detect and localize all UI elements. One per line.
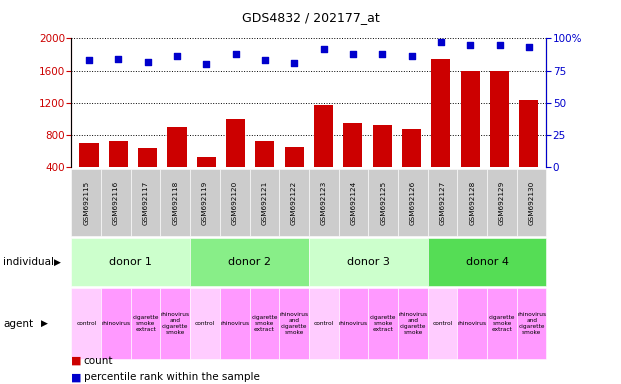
Point [465, 42, 475, 48]
Bar [138, 148, 157, 199]
Text: cigarette
smoke
extract: cigarette smoke extract [132, 315, 159, 332]
Point [348, 51, 358, 57]
Bar [109, 141, 128, 199]
Point [319, 46, 329, 52]
Text: GSM692127: GSM692127 [440, 180, 445, 225]
Text: GSM692116: GSM692116 [113, 180, 119, 225]
Text: GSM692121: GSM692121 [261, 180, 268, 225]
Text: rhinovirus
and
cigarette
smoke: rhinovirus and cigarette smoke [279, 312, 309, 335]
Text: control: control [432, 321, 453, 326]
Text: donor 1: donor 1 [109, 257, 152, 267]
Bar [432, 58, 450, 199]
Text: percentile rank within the sample: percentile rank within the sample [84, 372, 260, 382]
Point [84, 57, 94, 63]
Bar [343, 123, 363, 199]
Point [230, 51, 240, 57]
Text: donor 3: donor 3 [347, 257, 390, 267]
Text: count: count [84, 356, 114, 366]
Text: ■: ■ [71, 372, 82, 382]
Text: GSM692120: GSM692120 [232, 180, 238, 225]
Point [378, 51, 388, 57]
Bar [226, 119, 245, 199]
Text: rhinovirus
and
cigarette
smoke: rhinovirus and cigarette smoke [161, 312, 190, 335]
Text: ▶: ▶ [54, 258, 61, 266]
Bar [79, 143, 99, 199]
Bar [285, 147, 304, 199]
Text: ▶: ▶ [41, 319, 48, 328]
Bar [461, 71, 480, 199]
Bar [373, 125, 392, 199]
Text: GSM692119: GSM692119 [202, 180, 208, 225]
Text: GSM692123: GSM692123 [321, 180, 327, 225]
Text: agent: agent [3, 318, 34, 329]
Point [289, 60, 299, 66]
Text: individual: individual [3, 257, 54, 267]
Text: control: control [195, 321, 215, 326]
Text: rhinovirus
and
cigarette
smoke: rhinovirus and cigarette smoke [398, 312, 427, 335]
Text: ■: ■ [71, 356, 82, 366]
Bar [490, 71, 509, 199]
Text: GSM692125: GSM692125 [380, 180, 386, 225]
Text: donor 2: donor 2 [228, 257, 271, 267]
Text: GDS4832 / 202177_at: GDS4832 / 202177_at [242, 12, 379, 25]
Text: control: control [76, 321, 96, 326]
Point [114, 56, 124, 62]
Text: cigarette
smoke
extract: cigarette smoke extract [370, 315, 396, 332]
Text: GSM692117: GSM692117 [143, 180, 148, 225]
Text: cigarette
smoke
extract: cigarette smoke extract [489, 315, 515, 332]
Text: control: control [314, 321, 334, 326]
Text: GSM692129: GSM692129 [499, 180, 505, 225]
Text: rhinovirus: rhinovirus [220, 321, 249, 326]
Text: GSM692130: GSM692130 [528, 180, 535, 225]
Bar [314, 105, 333, 199]
Bar [402, 129, 421, 199]
Text: GSM692126: GSM692126 [410, 180, 416, 225]
Point [172, 53, 182, 60]
Text: rhinovirus: rhinovirus [339, 321, 368, 326]
Text: rhinovirus
and
cigarette
smoke: rhinovirus and cigarette smoke [517, 312, 546, 335]
Point [407, 53, 417, 60]
Bar [168, 127, 186, 199]
Text: GSM692118: GSM692118 [173, 180, 178, 225]
Text: rhinovirus: rhinovirus [458, 321, 487, 326]
Text: GSM692122: GSM692122 [291, 180, 297, 225]
Bar [255, 141, 274, 199]
Text: cigarette
smoke
extract: cigarette smoke extract [251, 315, 278, 332]
Point [524, 44, 534, 50]
Bar [197, 157, 216, 199]
Text: donor 4: donor 4 [466, 257, 509, 267]
Text: rhinovirus: rhinovirus [101, 321, 130, 326]
Text: GSM692124: GSM692124 [350, 180, 356, 225]
Point [260, 57, 270, 63]
Point [201, 61, 211, 67]
Point [494, 42, 504, 48]
Text: GSM692128: GSM692128 [469, 180, 475, 225]
Point [436, 39, 446, 45]
Bar [519, 99, 538, 199]
Point [143, 58, 153, 65]
Text: GSM692115: GSM692115 [83, 180, 89, 225]
